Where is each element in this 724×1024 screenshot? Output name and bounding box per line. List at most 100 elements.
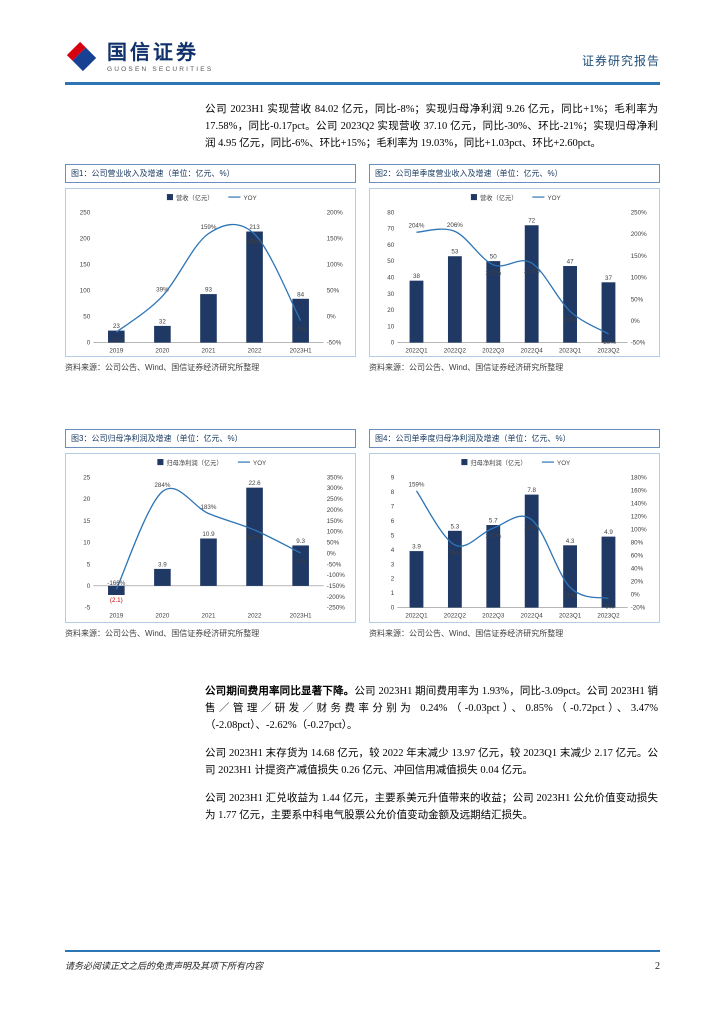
svg-text:YOY: YOY: [253, 460, 267, 467]
svg-text:150: 150: [80, 261, 91, 268]
svg-text:20%: 20%: [631, 579, 644, 586]
svg-text:5.3: 5.3: [451, 524, 460, 531]
guosen-logo: 国信证券 GUOSEN SECURITIES: [65, 40, 213, 74]
svg-text:159%: 159%: [200, 224, 216, 231]
svg-text:100%: 100%: [327, 261, 343, 268]
header-divider: [65, 82, 660, 85]
svg-text:140%: 140%: [631, 501, 647, 508]
svg-text:93: 93: [205, 286, 212, 293]
svg-text:50%: 50%: [327, 540, 340, 547]
chart-fig3-source: 资料来源：公司公告、Wind、国信证券经济研究所整理: [65, 628, 260, 638]
svg-text:2022Q2: 2022Q2: [444, 347, 467, 354]
svg-text:4: 4: [391, 547, 395, 554]
guosen-logo-icon: [66, 41, 97, 72]
svg-text:2023Q1: 2023Q1: [559, 347, 582, 354]
svg-text:2020: 2020: [155, 347, 169, 354]
svg-text:-200%: -200%: [327, 594, 346, 601]
svg-text:3: 3: [391, 561, 395, 568]
svg-text:0%: 0%: [327, 313, 336, 320]
svg-text:200%: 200%: [631, 231, 647, 238]
svg-text:100%: 100%: [631, 527, 647, 534]
report-header: 国信证券 GUOSEN SECURITIES 证券研究报告: [65, 0, 660, 74]
svg-text:YOY: YOY: [243, 194, 257, 201]
svg-text:0%: 0%: [631, 317, 640, 324]
svg-text:10: 10: [387, 323, 394, 330]
svg-text:30: 30: [387, 290, 394, 297]
svg-text:38: 38: [413, 273, 420, 280]
quarterly-net-profit-chart: 0 1 2 3 4 5 6 7 8 9 180% 160% 140% 120% 100% 80% 60% 40% 2…: [391, 458, 647, 620]
svg-text:10: 10: [83, 540, 90, 547]
svg-text:0%: 0%: [327, 551, 336, 558]
summary-paragraph: 公司 2023H1 实现营收 84.02 亿元，同比-8%；实现归母净利润 9.…: [205, 103, 658, 149]
svg-text:0: 0: [391, 339, 395, 346]
svg-text:200%: 200%: [327, 209, 343, 216]
svg-text:22%: 22%: [564, 316, 577, 323]
svg-text:115%: 115%: [524, 525, 540, 532]
footer-divider: [65, 950, 660, 952]
footer-row: 请务必阅读正文之后的免责声明及其项下所有内容 2: [65, 959, 660, 972]
svg-text:2023Q2: 2023Q2: [597, 613, 620, 620]
body-text-section: 公司期间费用率同比显著下降。公司 2023H1 期间费用率为 1.93%，同比-…: [65, 683, 660, 824]
svg-text:70: 70: [387, 225, 394, 232]
svg-text:180%: 180%: [631, 475, 647, 482]
svg-text:2022: 2022: [248, 613, 262, 620]
chart-fig2-source: 资料来源：公司公告、Wind、国信证券经济研究所整理: [369, 363, 564, 373]
svg-text:250%: 250%: [631, 209, 647, 216]
svg-text:107%: 107%: [247, 535, 263, 542]
svg-text:2019: 2019: [109, 347, 123, 354]
svg-text:50: 50: [490, 253, 497, 260]
svg-text:2022Q1: 2022Q1: [405, 347, 428, 354]
svg-text:2022Q1: 2022Q1: [405, 613, 428, 620]
logo-red-ribbon: [66, 41, 86, 61]
svg-text:-50%: -50%: [327, 561, 342, 568]
svg-text:22.6: 22.6: [248, 480, 261, 487]
svg-text:10.9: 10.9: [202, 531, 215, 538]
svg-text:-50%: -50%: [327, 339, 342, 346]
svg-text:2021: 2021: [202, 613, 216, 620]
svg-text:47: 47: [567, 258, 574, 265]
svg-text:1: 1: [391, 590, 395, 597]
svg-text:-150%: -150%: [327, 583, 346, 590]
svg-text:-8%: -8%: [295, 325, 307, 332]
svg-text:0: 0: [87, 339, 91, 346]
svg-text:2020: 2020: [155, 613, 169, 620]
svg-text:2023H1: 2023H1: [290, 613, 312, 620]
chart-fig1-canvas: 0 50 100 150 200 250 200% 150% 100% 50% 0% -50% 2019…: [65, 187, 356, 358]
page-content: 国信证券 GUOSEN SECURITIES 证券研究报告 公司 2023H1 …: [65, 0, 660, 824]
svg-text:100%: 100%: [327, 529, 343, 536]
svg-text:1%: 1%: [296, 558, 305, 565]
page-number: 2: [655, 960, 660, 972]
svg-text:60%: 60%: [631, 553, 644, 560]
svg-text:2019: 2019: [109, 613, 123, 620]
svg-text:-20%: -20%: [631, 605, 646, 612]
chart-fig4-source: 资料来源：公司公告、Wind、国信证券经济研究所整理: [369, 628, 564, 638]
svg-text:(2.1): (2.1): [110, 597, 123, 604]
svg-text:5.7: 5.7: [489, 518, 498, 525]
svg-text:11%: 11%: [564, 593, 576, 600]
svg-text:7: 7: [391, 504, 395, 511]
svg-text:100%: 100%: [631, 274, 647, 281]
svg-text:129%: 129%: [485, 269, 501, 276]
svg-text:2023H1: 2023H1: [290, 347, 312, 354]
svg-text:76%: 76%: [449, 550, 462, 557]
svg-text:284%: 284%: [154, 482, 170, 489]
svg-text:2022Q4: 2022Q4: [521, 613, 544, 620]
svg-text:0: 0: [391, 605, 395, 612]
svg-text:23: 23: [113, 323, 120, 330]
svg-text:YOY: YOY: [547, 194, 561, 201]
svg-text:5: 5: [391, 533, 395, 540]
svg-text:150%: 150%: [327, 235, 343, 242]
svg-text:归母净利润（亿元）: 归母净利润（亿元）: [166, 458, 222, 467]
svg-text:2: 2: [391, 576, 395, 583]
svg-text:150%: 150%: [631, 252, 647, 259]
svg-text:50: 50: [387, 258, 394, 265]
paragraph-lead-bold: 公司期间费用率同比显著下降。: [205, 685, 355, 697]
svg-text:300%: 300%: [327, 485, 343, 492]
chart-fig2-canvas: 0 10 20 30 40 50 60 70 80 250% 200% 150% 100% 50% 0% -5…: [369, 187, 660, 358]
svg-text:4.3: 4.3: [566, 538, 575, 545]
svg-text:39%: 39%: [156, 286, 169, 293]
chart-fig3: 图3：公司归母净利润及增速（单位：亿元、%） 25 20 15 10 5 0 -5 350% 3…: [65, 429, 356, 639]
report-footer: 请务必阅读正文之后的免责声明及其项下所有内容 2: [65, 950, 660, 972]
svg-text:7.8: 7.8: [527, 487, 536, 494]
svg-text:-30%: -30%: [109, 337, 124, 344]
